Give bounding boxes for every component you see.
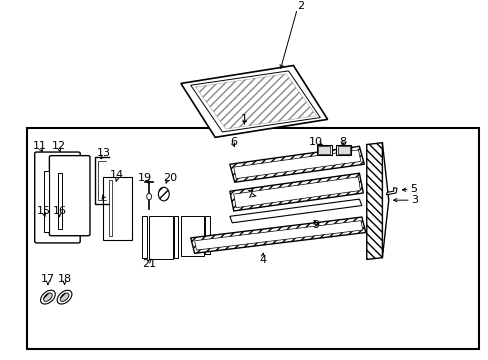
Bar (205, 216, 210, 254)
Polygon shape (386, 188, 396, 195)
Text: 13: 13 (97, 148, 110, 158)
Ellipse shape (57, 290, 72, 304)
Text: 8: 8 (339, 137, 346, 147)
Text: 16: 16 (53, 206, 66, 216)
Bar (336, 145, 350, 155)
Text: 4: 4 (259, 255, 265, 265)
Bar (108, 180, 112, 236)
Bar (44, 171, 49, 233)
Polygon shape (233, 177, 360, 208)
Ellipse shape (41, 290, 55, 304)
Ellipse shape (60, 293, 69, 301)
Bar (173, 216, 178, 258)
Text: 15: 15 (37, 206, 51, 216)
Text: 10: 10 (308, 137, 322, 147)
Text: 21: 21 (142, 259, 156, 269)
Bar (181, 216, 204, 256)
Text: 14: 14 (110, 170, 124, 180)
Text: 20: 20 (163, 173, 177, 183)
Text: 12: 12 (52, 141, 66, 150)
Polygon shape (229, 199, 361, 223)
Text: 7: 7 (245, 190, 252, 200)
Text: 19: 19 (138, 173, 152, 183)
Bar (316, 145, 331, 155)
Polygon shape (190, 71, 320, 132)
Polygon shape (190, 217, 365, 253)
Ellipse shape (43, 293, 52, 301)
Bar (142, 216, 146, 258)
Polygon shape (366, 143, 382, 260)
Ellipse shape (158, 187, 169, 201)
Ellipse shape (146, 193, 151, 200)
Text: 3: 3 (410, 195, 417, 205)
Polygon shape (229, 173, 363, 211)
Polygon shape (233, 150, 360, 179)
Polygon shape (181, 66, 327, 137)
FancyBboxPatch shape (49, 156, 90, 236)
Text: 9: 9 (311, 220, 318, 230)
Bar (318, 146, 329, 154)
Text: 6: 6 (229, 137, 236, 147)
Bar (27, 129, 478, 349)
Bar (58, 173, 61, 229)
Bar (337, 146, 349, 154)
Text: 17: 17 (41, 274, 55, 284)
Text: 5: 5 (409, 184, 416, 194)
Bar (149, 216, 172, 260)
Polygon shape (194, 221, 362, 250)
Polygon shape (229, 146, 364, 182)
FancyBboxPatch shape (35, 152, 80, 243)
Bar (102, 177, 132, 240)
Text: 1: 1 (241, 114, 247, 123)
Text: 11: 11 (33, 141, 47, 150)
Text: 2: 2 (297, 1, 304, 11)
Text: 18: 18 (58, 274, 71, 284)
